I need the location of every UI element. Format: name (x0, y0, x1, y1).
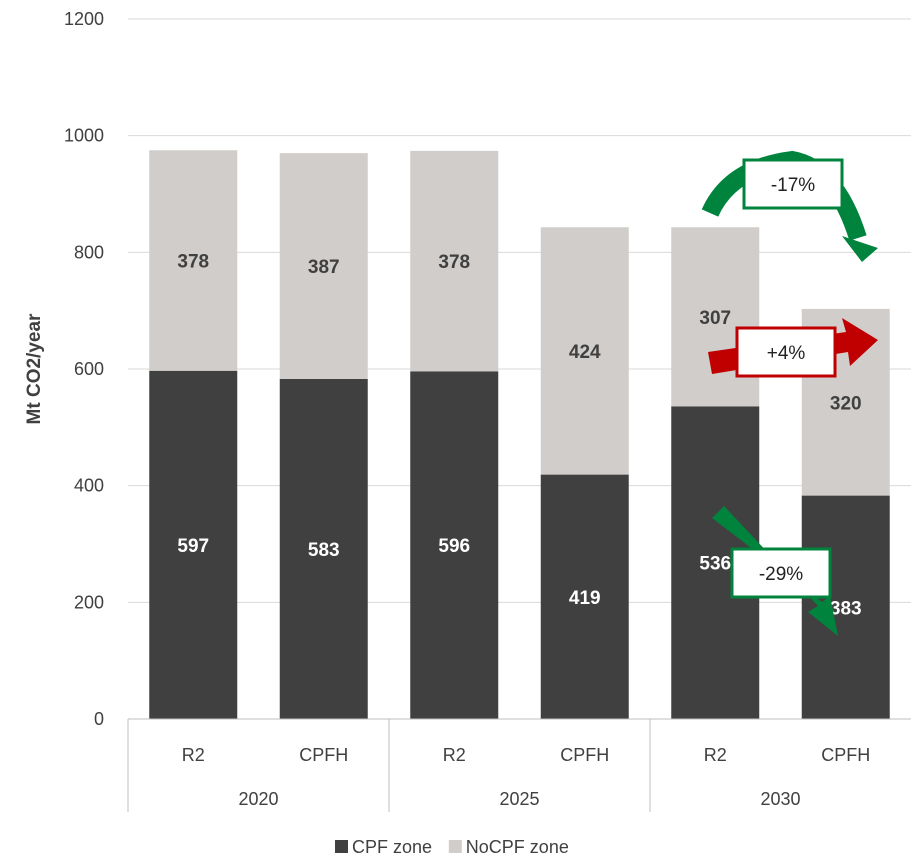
data-label: 419 (569, 588, 601, 609)
legend-entry: CPF zone (352, 837, 432, 857)
annotation-decrease-cpf: -29% (712, 506, 838, 636)
bar-segment (149, 370, 238, 719)
y-tick-label: 600 (74, 359, 104, 379)
arrowhead-icon (842, 236, 878, 262)
x-tick-label: CPFH (821, 745, 870, 765)
x-tick-label: CPFH (299, 745, 348, 765)
y-axis-label: Mt CO2/year (24, 313, 45, 424)
x-group-label: 2025 (499, 789, 539, 809)
arrow-down-right-icon (712, 506, 838, 636)
bars (149, 150, 890, 719)
data-label: 320 (830, 393, 862, 414)
data-label: 307 (699, 308, 731, 329)
bar-segment (149, 150, 238, 371)
annotation-box (730, 547, 832, 599)
y-tick-label: 200 (74, 592, 104, 612)
annotation-label: -17% (771, 175, 815, 196)
x-tick-label: R2 (443, 745, 466, 765)
bar-segment (279, 378, 368, 719)
data-labels: 597 378 583 387 596 378 419 424 536 307 383 320 (177, 252, 861, 620)
y-tick-label: 400 (74, 476, 104, 496)
data-label: 378 (177, 252, 209, 273)
annotation-label: -29% (759, 564, 803, 585)
data-label: 596 (438, 536, 470, 557)
y-tick-labels: 0 200 400 600 800 1000 1200 (64, 9, 104, 729)
annotations: -17% +4% -29% (701, 150, 878, 636)
bar-segment (410, 150, 499, 372)
bar-segment (410, 371, 499, 719)
bar-segment (279, 153, 368, 379)
bar-segment (540, 474, 629, 719)
y-tick-label: 1200 (64, 9, 104, 29)
data-label: 536 (699, 554, 731, 575)
x-group-label: 2020 (238, 789, 278, 809)
x-group-label: 2030 (760, 789, 800, 809)
x-tick-label: R2 (182, 745, 205, 765)
y-tick-label: 800 (74, 242, 104, 262)
annotation-decrease-total: -17% (701, 150, 878, 262)
legend-swatch (335, 840, 348, 853)
annotation-box (742, 158, 844, 210)
gridlines (128, 18, 911, 603)
data-label: 424 (569, 342, 601, 363)
bar-segment (540, 227, 629, 475)
y-tick-label: 1000 (64, 126, 104, 146)
data-label: 383 (830, 598, 862, 619)
annotation-box (735, 326, 837, 378)
x-tick-label: R2 (704, 745, 727, 765)
x-axis: R2 CPFH R2 CPFH R2 CPFH 2020 2025 2030 (127, 718, 911, 812)
annotation-increase-nocpf: +4% (708, 318, 878, 378)
data-label: 387 (308, 257, 340, 278)
data-label: 597 (177, 536, 209, 557)
legend-entry: NoCPF zone (466, 837, 569, 857)
data-label: 583 (308, 540, 340, 561)
legend-swatch (448, 840, 462, 853)
y-tick-label: 0 (94, 709, 104, 729)
legend: CPF zone NoCPF zone (335, 837, 569, 857)
x-tick-label: CPFH (560, 745, 609, 765)
data-label: 378 (438, 252, 470, 273)
annotation-label: +4% (767, 343, 806, 364)
